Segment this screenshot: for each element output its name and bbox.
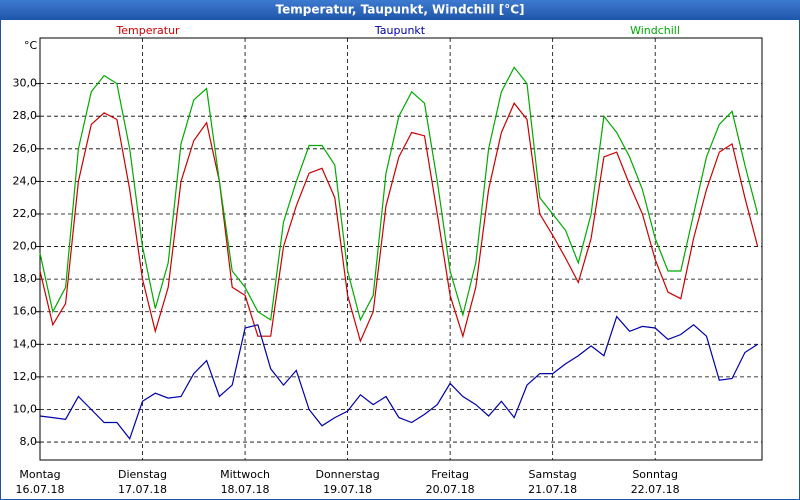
x-tick-date: 21.07.18 [528, 483, 577, 496]
x-tick-label: Samstag [529, 468, 577, 481]
y-tick-label: 10,0 [13, 402, 38, 415]
y-tick-label: 28,0 [13, 109, 38, 122]
x-tick-label: Dienstag [118, 468, 167, 481]
x-tick-date: 22.07.18 [631, 483, 680, 496]
y-tick-label: 24,0 [13, 174, 38, 187]
chart-title: Temperatur, Taupunkt, Windchill [°C] [276, 3, 525, 17]
y-tick-label: 20,0 [13, 240, 38, 253]
y-tick-label: 12,0 [13, 370, 38, 383]
title-bar [0, 0, 800, 20]
series-line [39, 315, 759, 441]
legend-label: Taupunkt [374, 24, 426, 37]
legend-label: Windchill [630, 24, 680, 37]
legend-label: Temperatur [115, 24, 180, 37]
y-tick-label: 18,0 [13, 272, 38, 285]
y-tick-label: 14,0 [13, 337, 38, 350]
x-tick-label: Donnerstag [315, 468, 379, 481]
x-tick-label: Montag [19, 468, 60, 481]
x-tick-date: 19.07.18 [323, 483, 372, 496]
y-tick-label: 26,0 [13, 142, 38, 155]
x-tick-date: 17.07.18 [118, 483, 167, 496]
series-line [39, 66, 759, 322]
y-axis-label: °C [24, 39, 38, 52]
y-tick-label: 16,0 [13, 305, 38, 318]
x-tick-date: 16.07.18 [16, 483, 65, 496]
series-line [39, 102, 759, 343]
x-tick-date: 20.07.18 [426, 483, 475, 496]
y-tick-label: 8,0 [20, 435, 38, 448]
x-tick-label: Sonntag [632, 468, 678, 481]
x-tick-label: Mittwoch [220, 468, 270, 481]
y-tick-label: 30,0 [13, 77, 38, 90]
y-tick-label: 22,0 [13, 207, 38, 220]
plot-area [39, 37, 763, 461]
x-tick-label: Freitag [431, 468, 469, 481]
x-tick-date: 18.07.18 [221, 483, 270, 496]
